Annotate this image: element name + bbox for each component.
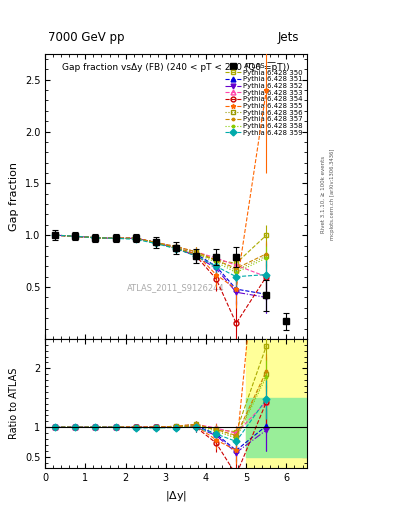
Text: ATLAS_2011_S9126244: ATLAS_2011_S9126244 [127, 283, 225, 292]
Text: Jets: Jets [277, 31, 299, 44]
Legend: ATLAS, Pythia 6.428 350, Pythia 6.428 351, Pythia 6.428 352, Pythia 6.428 353, P: ATLAS, Pythia 6.428 350, Pythia 6.428 35… [224, 61, 305, 137]
Text: Rivet 3.1.10, ≥ 100k events: Rivet 3.1.10, ≥ 100k events [320, 156, 325, 233]
X-axis label: |$\Delta$y|: |$\Delta$y| [165, 489, 187, 503]
Text: 7000 GeV pp: 7000 GeV pp [48, 31, 125, 44]
Y-axis label: Gap fraction: Gap fraction [9, 162, 19, 231]
Y-axis label: Ratio to ATLAS: Ratio to ATLAS [9, 368, 19, 439]
Text: mcplots.cern.ch [arXiv:1306.3436]: mcplots.cern.ch [arXiv:1306.3436] [330, 149, 335, 240]
Text: Gap fraction vsΔy (FB) (240 < pT < 270 (Q0 =͞pT)): Gap fraction vsΔy (FB) (240 < pT < 270 (… [62, 62, 290, 72]
